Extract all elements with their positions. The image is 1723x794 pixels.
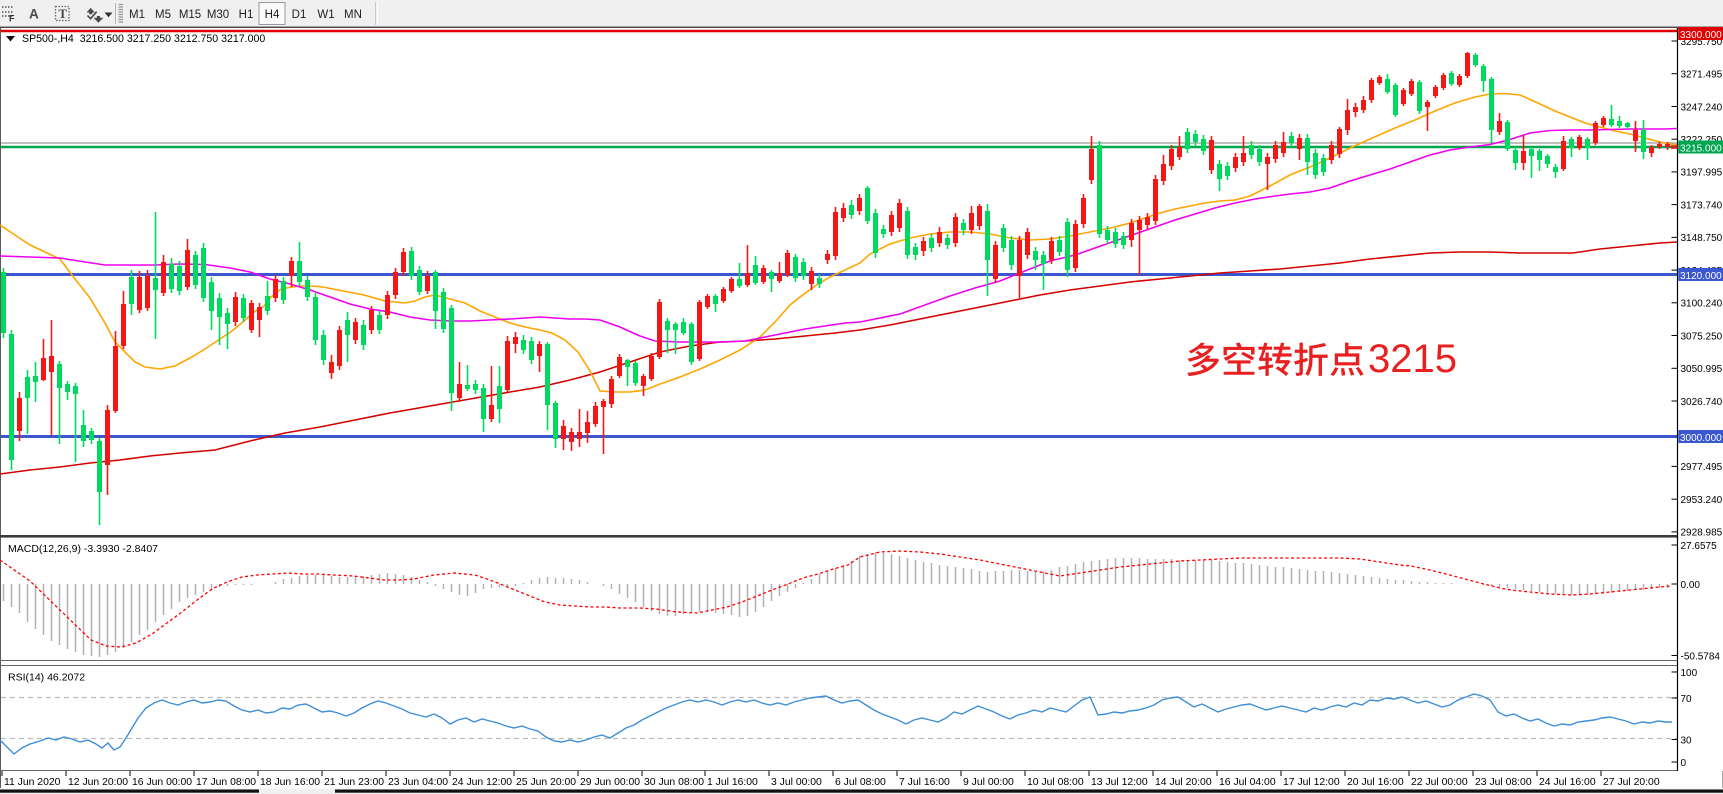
- svg-text:27.6575: 27.6575: [1681, 541, 1718, 552]
- svg-text:3215.000: 3215.000: [1680, 143, 1722, 154]
- svg-text:14 Jul 20:00: 14 Jul 20:00: [1155, 777, 1212, 788]
- svg-text:MACD(12,26,9) -3.3930 -2.8407: MACD(12,26,9) -3.3930 -2.8407: [8, 543, 158, 555]
- svg-text:3300.000: 3300.000: [1680, 30, 1722, 41]
- svg-text:SP500-,H4 3216.500 3217.250 3: SP500-,H4 3216.500 3217.250 3212.750 321…: [22, 33, 265, 45]
- svg-text:M1: M1: [129, 9, 145, 21]
- svg-text:23 Jun 04:00: 23 Jun 04:00: [388, 777, 448, 788]
- svg-text:9 Jul 00:00: 9 Jul 00:00: [963, 777, 1014, 788]
- svg-text:3100.240: 3100.240: [1681, 299, 1723, 310]
- svg-text:24 Jul 16:00: 24 Jul 16:00: [1539, 777, 1596, 788]
- svg-text:2977.495: 2977.495: [1681, 462, 1723, 473]
- svg-text:25 Jun 20:00: 25 Jun 20:00: [516, 777, 576, 788]
- svg-text:18 Jun 16:00: 18 Jun 16:00: [260, 777, 320, 788]
- svg-text:M5: M5: [155, 9, 171, 21]
- svg-text:70: 70: [1681, 694, 1693, 705]
- svg-text:3148.750: 3148.750: [1681, 233, 1723, 244]
- svg-text:M15: M15: [179, 9, 201, 21]
- svg-text:100: 100: [1681, 668, 1698, 679]
- svg-text:30 Jun 08:00: 30 Jun 08:00: [644, 777, 704, 788]
- svg-text:3050.995: 3050.995: [1681, 364, 1723, 375]
- svg-text:22 Jul 00:00: 22 Jul 00:00: [1411, 777, 1468, 788]
- svg-text:7 Jul 16:00: 7 Jul 16:00: [899, 777, 950, 788]
- svg-text:0: 0: [1681, 758, 1687, 769]
- svg-text:17 Jun 08:00: 17 Jun 08:00: [196, 777, 256, 788]
- svg-text:3026.740: 3026.740: [1681, 397, 1723, 408]
- svg-text:2953.240: 2953.240: [1681, 495, 1723, 506]
- svg-text:D1: D1: [292, 9, 307, 21]
- svg-text:3120.000: 3120.000: [1680, 271, 1722, 282]
- svg-text:20 Jul 16:00: 20 Jul 16:00: [1347, 777, 1404, 788]
- svg-text:H4: H4: [265, 9, 280, 21]
- svg-text:2928.985: 2928.985: [1681, 528, 1723, 539]
- svg-text:3271.495: 3271.495: [1681, 70, 1723, 81]
- svg-text:3295.750: 3295.750: [1681, 37, 1723, 48]
- svg-text:16 Jun 00:00: 16 Jun 00:00: [132, 777, 192, 788]
- svg-text:27 Jul 20:00: 27 Jul 20:00: [1603, 777, 1660, 788]
- svg-text:6 Jul 08:00: 6 Jul 08:00: [835, 777, 886, 788]
- svg-text:3215: 3215: [1368, 337, 1457, 381]
- svg-text:3075.250: 3075.250: [1681, 331, 1723, 342]
- svg-text:12 Jun 20:00: 12 Jun 20:00: [68, 777, 128, 788]
- svg-text:T: T: [59, 7, 68, 21]
- svg-text:A: A: [29, 7, 39, 22]
- svg-text:24 Jun 12:00: 24 Jun 12:00: [452, 777, 512, 788]
- svg-text:3000.000: 3000.000: [1680, 433, 1722, 444]
- svg-text:3173.740: 3173.740: [1681, 200, 1723, 211]
- svg-text:0.00: 0.00: [1681, 580, 1701, 591]
- svg-text:3197.995: 3197.995: [1681, 168, 1723, 179]
- svg-text:M30: M30: [207, 9, 229, 21]
- svg-text:16 Jul 04:00: 16 Jul 04:00: [1219, 777, 1276, 788]
- svg-text:21 Jun 23:00: 21 Jun 23:00: [324, 777, 384, 788]
- svg-text:10 Jul 08:00: 10 Jul 08:00: [1027, 777, 1084, 788]
- svg-text:RSI(14) 46.2072: RSI(14) 46.2072: [8, 672, 85, 684]
- svg-text:29 Jun 00:00: 29 Jun 00:00: [580, 777, 640, 788]
- svg-text:30: 30: [1681, 736, 1693, 747]
- svg-text:23 Jul 08:00: 23 Jul 08:00: [1475, 777, 1532, 788]
- svg-text:11 Jun 2020: 11 Jun 2020: [4, 777, 61, 788]
- svg-text:1 Jul 16:00: 1 Jul 16:00: [707, 777, 758, 788]
- svg-text:13 Jul 12:00: 13 Jul 12:00: [1091, 777, 1148, 788]
- svg-text:W1: W1: [317, 9, 334, 21]
- svg-text:-50.5784: -50.5784: [1681, 652, 1721, 663]
- svg-text:17 Jul 12:00: 17 Jul 12:00: [1283, 777, 1340, 788]
- svg-text:3 Jul 00:00: 3 Jul 00:00: [771, 777, 822, 788]
- svg-text:3247.240: 3247.240: [1681, 102, 1723, 113]
- svg-text:MN: MN: [344, 9, 362, 21]
- svg-text:F: F: [9, 14, 15, 24]
- svg-text:H1: H1: [239, 9, 254, 21]
